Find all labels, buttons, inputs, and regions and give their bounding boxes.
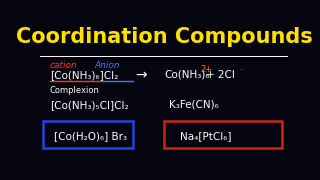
Text: K₃Fe(CN)₆: K₃Fe(CN)₆: [169, 100, 219, 110]
Text: [Co(NH₃)₅Cl]Cl₂: [Co(NH₃)₅Cl]Cl₂: [50, 100, 129, 110]
Text: [Co(H₂O)₆] Br₃: [Co(H₂O)₆] Br₃: [54, 131, 127, 141]
Text: ⁻: ⁻: [240, 66, 244, 75]
Text: [Co(NH₃)₆]Cl₂: [Co(NH₃)₆]Cl₂: [50, 70, 118, 80]
Text: Co(NH₃)₆: Co(NH₃)₆: [164, 70, 210, 80]
Text: Complexion: Complexion: [50, 86, 100, 95]
Text: Anion: Anion: [95, 61, 120, 70]
Bar: [43, 121, 133, 148]
Text: Coordination Compounds: Coordination Compounds: [16, 27, 312, 47]
Text: →: →: [135, 68, 147, 82]
Bar: [164, 121, 282, 148]
Text: Na₄[PtCl₆]: Na₄[PtCl₆]: [180, 131, 232, 141]
Text: + 2Cl: + 2Cl: [206, 70, 235, 80]
Text: 2+: 2+: [200, 65, 212, 74]
Text: cation: cation: [50, 61, 78, 70]
